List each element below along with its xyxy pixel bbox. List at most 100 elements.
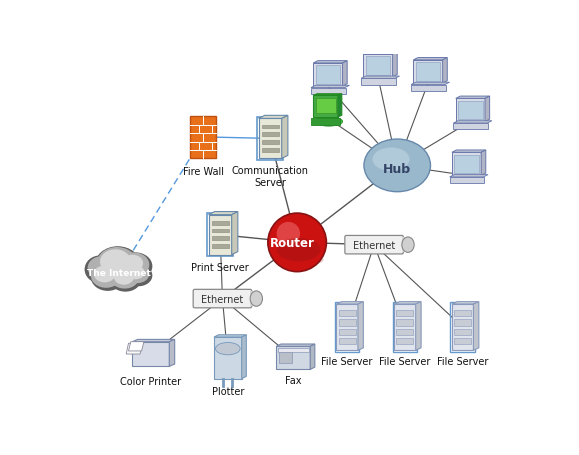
Ellipse shape (94, 247, 141, 285)
Ellipse shape (315, 117, 343, 127)
Text: Ethernet: Ethernet (353, 240, 395, 250)
Ellipse shape (94, 266, 115, 283)
Polygon shape (311, 86, 350, 88)
Bar (364, 55, 393, 78)
Polygon shape (393, 52, 397, 78)
Polygon shape (481, 151, 486, 176)
Ellipse shape (126, 266, 145, 280)
Ellipse shape (402, 238, 414, 253)
Ellipse shape (215, 343, 240, 355)
Text: File Server: File Server (379, 357, 431, 367)
Bar (133, 342, 169, 367)
Polygon shape (416, 302, 421, 350)
Polygon shape (313, 61, 347, 64)
Bar (366, 57, 390, 76)
Text: Ethernet: Ethernet (201, 294, 244, 304)
Bar (250, 291, 256, 307)
Bar (416, 63, 441, 81)
Bar (190, 117, 217, 159)
Circle shape (277, 222, 300, 246)
Ellipse shape (110, 269, 141, 292)
Bar (411, 86, 446, 91)
Bar (454, 329, 471, 335)
Polygon shape (282, 116, 288, 159)
Polygon shape (456, 97, 490, 99)
Bar (212, 244, 229, 248)
Bar (454, 320, 471, 326)
Bar (361, 79, 395, 86)
Bar (207, 214, 233, 257)
Bar (311, 119, 340, 125)
Text: Plotter: Plotter (212, 386, 244, 396)
Circle shape (268, 214, 327, 272)
Polygon shape (129, 342, 144, 351)
Polygon shape (358, 302, 364, 350)
Bar (276, 347, 310, 369)
Polygon shape (443, 58, 447, 84)
Bar (316, 66, 340, 85)
Bar (214, 337, 241, 379)
Bar (450, 303, 475, 352)
Bar (339, 329, 356, 335)
Bar (262, 125, 278, 129)
Polygon shape (449, 175, 488, 177)
Polygon shape (310, 344, 315, 369)
Bar (453, 124, 488, 130)
Bar (313, 64, 343, 87)
Ellipse shape (111, 269, 138, 289)
Bar (397, 310, 413, 317)
Text: File Server: File Server (437, 357, 488, 367)
Polygon shape (485, 97, 490, 122)
Bar (456, 99, 485, 122)
Polygon shape (214, 335, 246, 337)
Polygon shape (126, 344, 142, 354)
Bar (212, 237, 229, 241)
Ellipse shape (372, 148, 409, 172)
Polygon shape (394, 302, 421, 304)
Polygon shape (208, 212, 238, 215)
Polygon shape (259, 116, 288, 119)
Ellipse shape (277, 238, 321, 262)
Bar (208, 215, 232, 255)
Bar (280, 353, 292, 364)
Ellipse shape (119, 253, 152, 280)
Polygon shape (169, 339, 175, 367)
Bar (339, 320, 356, 326)
Ellipse shape (119, 253, 149, 278)
Ellipse shape (97, 248, 137, 280)
Polygon shape (361, 77, 400, 79)
Bar (212, 229, 229, 233)
Bar (212, 221, 229, 225)
Bar (449, 177, 484, 184)
Ellipse shape (100, 250, 131, 274)
Bar (394, 304, 416, 350)
Ellipse shape (87, 257, 115, 280)
Polygon shape (343, 61, 347, 87)
Bar (454, 310, 471, 317)
Text: Communication
Server: Communication Server (232, 166, 309, 187)
Ellipse shape (250, 291, 262, 307)
Bar (335, 303, 360, 352)
Bar (397, 320, 413, 326)
Polygon shape (452, 302, 479, 304)
Bar (339, 310, 356, 317)
Text: Fire Wall: Fire Wall (183, 167, 223, 177)
Polygon shape (133, 339, 175, 342)
Bar (311, 88, 346, 95)
Polygon shape (276, 344, 315, 347)
Bar (413, 61, 443, 84)
Ellipse shape (91, 263, 122, 288)
Ellipse shape (124, 265, 149, 283)
Bar (452, 304, 474, 350)
Ellipse shape (364, 140, 431, 192)
Text: Fax: Fax (285, 375, 302, 385)
Bar (257, 117, 283, 161)
Polygon shape (336, 302, 364, 304)
Polygon shape (413, 58, 447, 61)
Ellipse shape (277, 254, 324, 266)
Polygon shape (411, 83, 449, 86)
Bar (393, 303, 417, 352)
Polygon shape (232, 212, 238, 255)
Text: Hub: Hub (383, 162, 411, 176)
Bar (402, 238, 408, 253)
